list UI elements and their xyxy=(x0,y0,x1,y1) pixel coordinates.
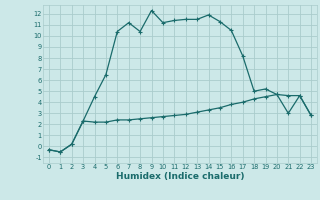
X-axis label: Humidex (Indice chaleur): Humidex (Indice chaleur) xyxy=(116,172,244,181)
